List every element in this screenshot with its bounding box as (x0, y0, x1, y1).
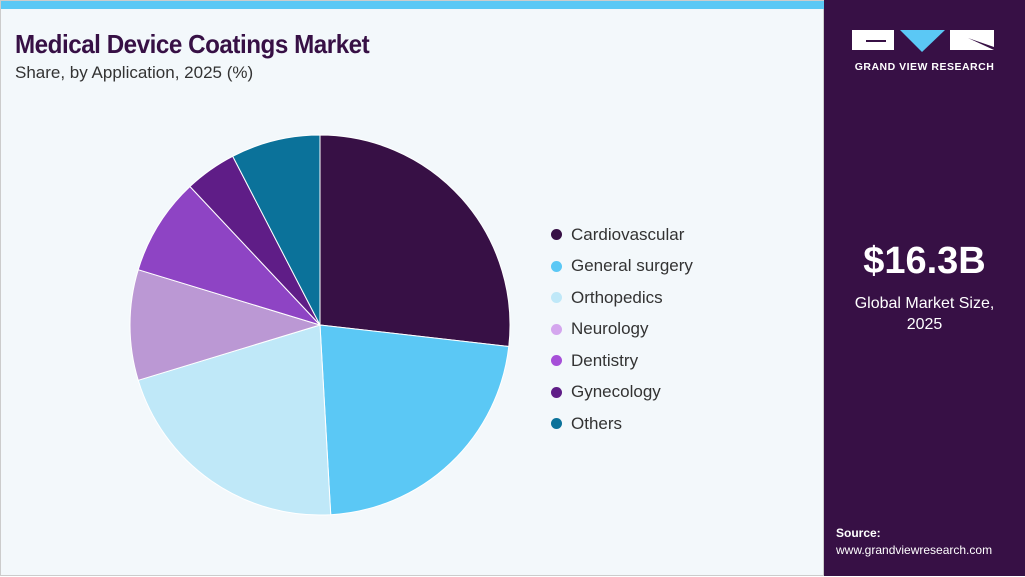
pie-slice-orthopedics (137, 324, 332, 516)
chart-title: Medical Device Coatings Market (15, 29, 370, 59)
legend-label: Neurology (571, 319, 649, 339)
legend-marker (551, 260, 562, 272)
pie-slice-others (232, 134, 321, 326)
legend-label: Others (571, 413, 623, 433)
legend-item: Dentistry (551, 345, 693, 377)
gvr-logo-icon (852, 30, 994, 52)
pie-slice-dentistry (137, 185, 322, 327)
legend-label: Cardiovascular (571, 224, 685, 244)
legend-marker (551, 386, 562, 398)
chart-area: Medical Device Coatings Market Share, by… (0, 0, 825, 576)
pie-slice-cardiovascular (319, 134, 511, 347)
source-link[interactable]: www.grandviewresearch.com (836, 543, 993, 557)
accent-bar (1, 1, 825, 9)
legend-marker (551, 292, 562, 304)
legend: Cardiovascular General surgery Orthopedics… (551, 219, 693, 440)
pie-slice-general-surgery (319, 324, 510, 516)
legend-item: Neurology (551, 314, 693, 346)
legend-label: Gynecology (571, 382, 661, 402)
market-size-label-line1: Global Market Size, (854, 295, 995, 312)
legend-marker (551, 323, 562, 335)
legend-item: Cardiovascular (551, 219, 693, 251)
legend-marker (551, 229, 562, 241)
pie-chart (129, 134, 511, 516)
source-label: Source: (836, 526, 881, 540)
sidebar: GRAND VIEW RESEARCH $16.3B Global Market… (824, 0, 1025, 576)
legend-item: Orthopedics (551, 282, 693, 314)
legend-item: Others (551, 408, 693, 440)
legend-item: General surgery (551, 251, 693, 283)
market-size-label-line2: 2025 (906, 316, 943, 333)
legend-label: Orthopedics (571, 287, 663, 307)
legend-label: Dentistry (571, 350, 639, 370)
pie-slice-neurology (129, 269, 322, 381)
legend-item: Gynecology (551, 377, 693, 409)
market-size-label: Global Market Size, 2025 (824, 293, 1025, 335)
legend-label: General surgery (571, 256, 693, 276)
chart-subtitle: Share, by Application, 2025 (%) (15, 63, 254, 82)
legend-marker (551, 418, 562, 430)
legend-marker (551, 355, 562, 367)
market-size-value: $16.3B (863, 240, 986, 282)
brand-name: GRAND VIEW RESEARCH (854, 61, 995, 73)
